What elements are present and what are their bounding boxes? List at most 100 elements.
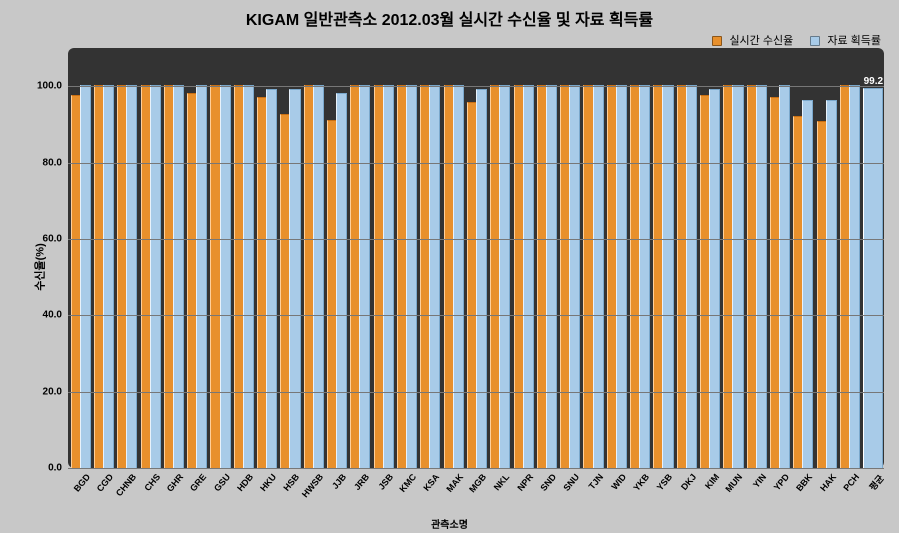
x-tick-label: GSU <box>207 468 232 493</box>
bar-acquisition <box>499 85 510 468</box>
bar-group: 평균99.2 <box>863 48 881 468</box>
x-axis-label: 관측소명 <box>431 516 468 531</box>
grid-line <box>68 392 884 393</box>
bar-group: YIN <box>747 48 765 468</box>
x-tick-label: JJB <box>325 468 348 491</box>
bar-group: GHR <box>164 48 182 468</box>
bar-group: KIM <box>700 48 718 468</box>
plot-area: BGDCGDCHNBCHSGHRGREGSUHDBHKUHSBHWSBJJBJR… <box>68 48 884 468</box>
x-tick-label: YKB <box>627 468 651 493</box>
bar-group: CHNB <box>117 48 135 468</box>
bar-acquisition <box>313 85 324 468</box>
bar-group: YKB <box>630 48 648 468</box>
x-tick-label: SND <box>534 468 558 493</box>
bar-acquisition <box>126 85 137 468</box>
bar-group: HAK <box>817 48 835 468</box>
bar-group: YSB <box>653 48 671 468</box>
x-tick-label: TJN <box>582 468 605 491</box>
y-tick-label: 80.0 <box>43 157 68 168</box>
x-tick-label: MGB <box>462 468 488 494</box>
bar-acquisition <box>289 89 300 468</box>
bar-acquisition <box>453 85 464 468</box>
x-tick-label: CHNB <box>110 468 139 498</box>
x-tick-label: PCH <box>837 468 861 493</box>
bar-group: JJB <box>327 48 345 468</box>
bar-group: MUN <box>723 48 741 468</box>
bar-group: DKJ <box>677 48 695 468</box>
bar-acquisition <box>150 85 161 468</box>
bar-acquisition <box>359 85 370 468</box>
y-tick-label: 100.0 <box>37 81 68 92</box>
x-tick-label: HDB <box>230 468 255 493</box>
bars-container: BGDCGDCHNBCHSGHRGREGSUHDBHKUHSBHWSBJJBJR… <box>68 48 884 468</box>
x-tick-label: HAK <box>813 468 838 493</box>
bar-group: WID <box>607 48 625 468</box>
bar-group: JRB <box>350 48 368 468</box>
x-tick-label: HKU <box>254 468 279 493</box>
bar-group: JSB <box>374 48 392 468</box>
x-tick-label: BBK <box>790 468 815 493</box>
x-tick-label: KMC <box>393 468 418 494</box>
bar-acquisition <box>196 85 207 468</box>
bar-acquisition <box>709 89 720 468</box>
x-tick-label: MUN <box>719 468 744 494</box>
bar-group: KSA <box>420 48 438 468</box>
x-tick-label: YPD <box>767 468 791 492</box>
bar-acquisition <box>80 85 91 468</box>
bar-group: MGB <box>467 48 485 468</box>
avg-value-label: 99.2 <box>864 76 883 89</box>
x-tick-label: KSA <box>417 468 441 493</box>
bar-group: BBK <box>793 48 811 468</box>
bar-acquisition <box>849 85 860 468</box>
bar-acquisition <box>662 85 673 468</box>
bar-group: HWSB <box>304 48 322 468</box>
bar-acquisition <box>779 85 790 468</box>
x-tick-label: GRE <box>184 468 209 493</box>
bar-group: CGD <box>94 48 112 468</box>
legend-swatch-1 <box>712 36 722 46</box>
y-tick-label: 40.0 <box>43 310 68 321</box>
bar-acquisition <box>732 85 743 468</box>
x-tick-label: NPR <box>510 468 534 493</box>
x-tick-label: DKJ <box>674 468 698 492</box>
bar-group: YPD <box>770 48 788 468</box>
grid-line <box>68 163 884 164</box>
bar-acquisition <box>220 85 231 468</box>
legend-label-1: 실시간 수신율 <box>729 35 793 47</box>
x-tick-label: YIN <box>746 468 768 490</box>
x-tick-label: MAK <box>439 468 464 494</box>
bar-group: CHS <box>141 48 159 468</box>
grid-line <box>68 468 884 469</box>
bar-acquisition <box>173 85 184 468</box>
bar-acquisition <box>826 100 837 468</box>
x-tick-label: KIM <box>699 468 722 491</box>
bar-acquisition <box>756 85 767 468</box>
y-axis-label: 수신율(%) <box>32 243 48 290</box>
bar-group: HKU <box>257 48 275 468</box>
legend: 실시간 수신율 자료 획득률 <box>698 32 881 48</box>
bar-acquisition <box>266 89 277 468</box>
bar-acquisition <box>523 85 534 468</box>
bar-acquisition <box>243 85 254 468</box>
bar-acquisition <box>103 85 114 468</box>
bar-acquisition <box>383 85 394 468</box>
bar-acquisition <box>406 85 417 468</box>
chart-title: KIGAM 일반관측소 2012.03월 실시간 수신율 및 자료 획득률 <box>0 6 899 30</box>
bar-group: PCH <box>840 48 858 468</box>
bar-acquisition <box>593 85 604 468</box>
bar-group: TJN <box>583 48 601 468</box>
x-tick-label: 평균 <box>862 468 887 493</box>
y-tick-label: 0.0 <box>48 463 68 474</box>
x-tick-label: WID <box>605 468 629 492</box>
x-tick-label: NKL <box>487 468 511 492</box>
bar-group: GRE <box>187 48 205 468</box>
bar-group: HDB <box>234 48 252 468</box>
x-tick-label: GHR <box>160 468 185 494</box>
avg-bar: 99.2 <box>863 88 883 468</box>
y-tick-label: 60.0 <box>43 233 68 244</box>
bar-group: GSU <box>210 48 228 468</box>
bar-acquisition <box>686 85 697 468</box>
bar-group: MAK <box>444 48 462 468</box>
bar-acquisition <box>569 85 580 468</box>
bar-acquisition <box>639 85 650 468</box>
